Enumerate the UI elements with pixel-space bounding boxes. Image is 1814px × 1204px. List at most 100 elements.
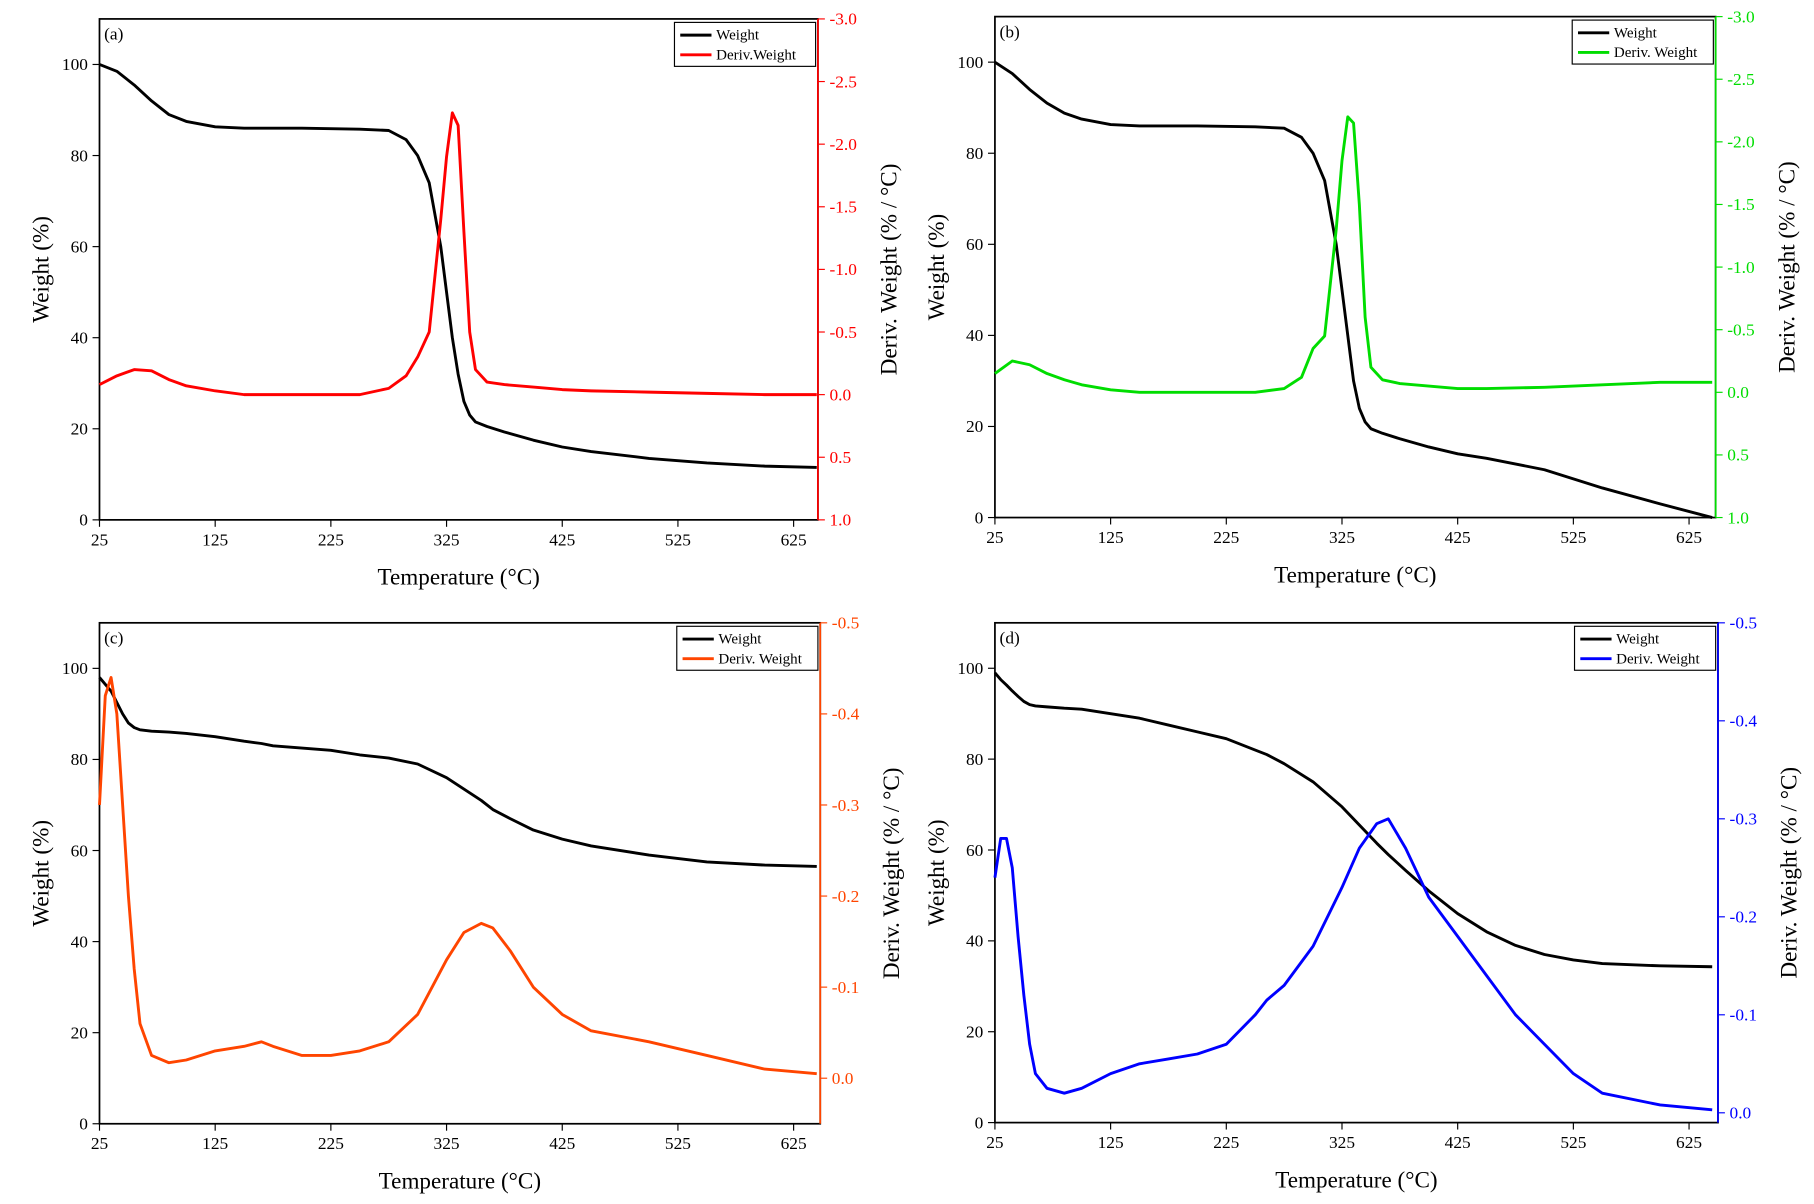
y2-tick-label: -2.5 bbox=[1727, 70, 1754, 89]
x-axis-label: Temperature (°C) bbox=[1274, 562, 1436, 588]
y2-tick-label: -0.2 bbox=[832, 887, 859, 906]
plot-frame bbox=[98, 621, 822, 1125]
y2-tick-label: -0.5 bbox=[1727, 320, 1754, 339]
y-tick-label: 40 bbox=[966, 932, 984, 951]
y2-tick-label: -0.4 bbox=[1730, 712, 1758, 731]
legend-label: Deriv. Weight bbox=[1614, 45, 1698, 61]
x-tick-label: 25 bbox=[91, 1134, 108, 1153]
legend-box bbox=[676, 625, 819, 671]
y2-tick-label: -0.5 bbox=[829, 323, 856, 342]
data-line bbox=[993, 817, 1713, 1112]
y-tick-label: 60 bbox=[966, 841, 984, 860]
x-axis-label: Temperature (°C) bbox=[1275, 1167, 1437, 1193]
y2-tick-label: 1.0 bbox=[1727, 508, 1749, 527]
y2-axis-label: Deriv. Weight (% / °C) bbox=[1774, 161, 1800, 373]
panel-label: (b) bbox=[1000, 22, 1020, 41]
y-axis-label: Weight (%) bbox=[29, 216, 55, 323]
y2-tick-label: -0.5 bbox=[832, 614, 859, 633]
y-tick-label: 100 bbox=[957, 659, 983, 678]
y-tick-label: 60 bbox=[71, 237, 89, 256]
x-tick-label: 425 bbox=[549, 530, 575, 549]
x-tick-label: 525 bbox=[665, 1134, 691, 1153]
legend-label: Weight bbox=[1614, 25, 1658, 41]
panel-label: (a) bbox=[104, 25, 123, 44]
x-tick-label: 125 bbox=[1098, 1133, 1124, 1152]
y2-tick-label: -2.0 bbox=[1727, 133, 1755, 152]
y2-tick-label: -1.0 bbox=[829, 260, 857, 279]
x-tick-label: 25 bbox=[986, 1133, 1003, 1152]
legend-label: Deriv. Weight bbox=[1616, 651, 1700, 667]
y-tick-label: 20 bbox=[966, 1023, 984, 1042]
y-tick-label: 0 bbox=[975, 1113, 984, 1132]
y2-tick-label: 0.0 bbox=[1727, 383, 1749, 402]
y-tick-label: 0 bbox=[79, 511, 88, 530]
legend-label: Weight bbox=[716, 28, 760, 44]
panel-label: (d) bbox=[1000, 629, 1020, 648]
data-line bbox=[994, 115, 1713, 394]
x-tick-label: 25 bbox=[986, 528, 1003, 547]
y2-axis-label: Deriv. Weight (% / °C) bbox=[1777, 767, 1803, 979]
y2-tick-label: -0.1 bbox=[832, 978, 859, 997]
x-axis-label: Temperature (°C) bbox=[379, 1169, 541, 1195]
y-tick-label: 40 bbox=[966, 326, 984, 345]
y2-tick-label: -2.0 bbox=[829, 135, 857, 154]
data-line bbox=[993, 671, 1713, 969]
y2-tick-label: 0.0 bbox=[1730, 1104, 1752, 1123]
x-axis-label: Temperature (°C) bbox=[378, 565, 540, 591]
data-line bbox=[98, 63, 817, 469]
legend-label: Weight bbox=[718, 632, 762, 648]
legend-label: Deriv. Weight bbox=[718, 651, 802, 667]
y2-tick-label: 0.0 bbox=[829, 385, 851, 404]
y-axis-label: Weight (%) bbox=[29, 820, 55, 927]
y-tick-label: 60 bbox=[71, 841, 89, 860]
y-tick-label: 40 bbox=[71, 932, 89, 951]
x-tick-label: 525 bbox=[665, 530, 691, 549]
y2-tick-label: -0.4 bbox=[832, 705, 860, 724]
x-tick-label: 325 bbox=[1329, 528, 1355, 547]
x-tick-label: 625 bbox=[781, 1134, 807, 1153]
x-tick-label: 325 bbox=[434, 1134, 460, 1153]
panel-label: (c) bbox=[104, 629, 123, 648]
y2-tick-label: -1.5 bbox=[1727, 195, 1754, 214]
y2-tick-label: -1.0 bbox=[1727, 258, 1755, 277]
x-tick-label: 325 bbox=[434, 530, 460, 549]
y2-tick-label: 0.5 bbox=[1727, 446, 1749, 465]
x-tick-label: 225 bbox=[1213, 1133, 1239, 1152]
y2-tick-label: 0.5 bbox=[829, 448, 851, 467]
y-tick-label: 80 bbox=[71, 750, 89, 769]
x-tick-label: 425 bbox=[549, 1134, 575, 1153]
y2-axis-label: Deriv. Weight (% / °C) bbox=[877, 164, 903, 376]
data-line bbox=[98, 676, 817, 868]
x-tick-label: 225 bbox=[318, 1134, 344, 1153]
y2-tick-label: -3.0 bbox=[829, 10, 857, 29]
data-line bbox=[98, 676, 817, 1076]
x-tick-label: 625 bbox=[781, 530, 807, 549]
y-tick-label: 100 bbox=[62, 55, 88, 74]
x-tick-label: 325 bbox=[1329, 1133, 1355, 1152]
y2-tick-label: -0.5 bbox=[1730, 614, 1757, 633]
y2-tick-label: -0.1 bbox=[1730, 1006, 1757, 1025]
y-tick-label: 80 bbox=[71, 146, 89, 165]
y2-tick-label: -0.3 bbox=[832, 796, 859, 815]
legend-label: Weight bbox=[1616, 632, 1660, 648]
legend-box bbox=[1571, 19, 1714, 65]
x-tick-label: 525 bbox=[1560, 1133, 1586, 1152]
plot-frame bbox=[994, 621, 1719, 1124]
y-tick-label: 80 bbox=[966, 144, 984, 163]
data-line bbox=[98, 111, 817, 397]
x-tick-label: 225 bbox=[318, 530, 344, 549]
x-tick-label: 125 bbox=[1098, 528, 1124, 547]
y2-tick-label: 1.0 bbox=[829, 511, 851, 530]
y2-tick-label: 0.0 bbox=[832, 1069, 854, 1088]
x-tick-label: 125 bbox=[202, 530, 228, 549]
data-line bbox=[994, 60, 1713, 519]
y-tick-label: 0 bbox=[79, 1115, 88, 1134]
x-tick-label: 425 bbox=[1445, 1133, 1471, 1152]
y2-tick-label: -0.3 bbox=[1730, 810, 1757, 829]
y2-tick-label: -1.5 bbox=[829, 198, 856, 217]
y2-axis-label: Deriv. Weight (% / °C) bbox=[879, 767, 905, 979]
y-tick-label: 20 bbox=[71, 420, 89, 439]
legend-label: Deriv.Weight bbox=[716, 47, 797, 63]
y2-tick-label: -2.5 bbox=[829, 72, 856, 91]
